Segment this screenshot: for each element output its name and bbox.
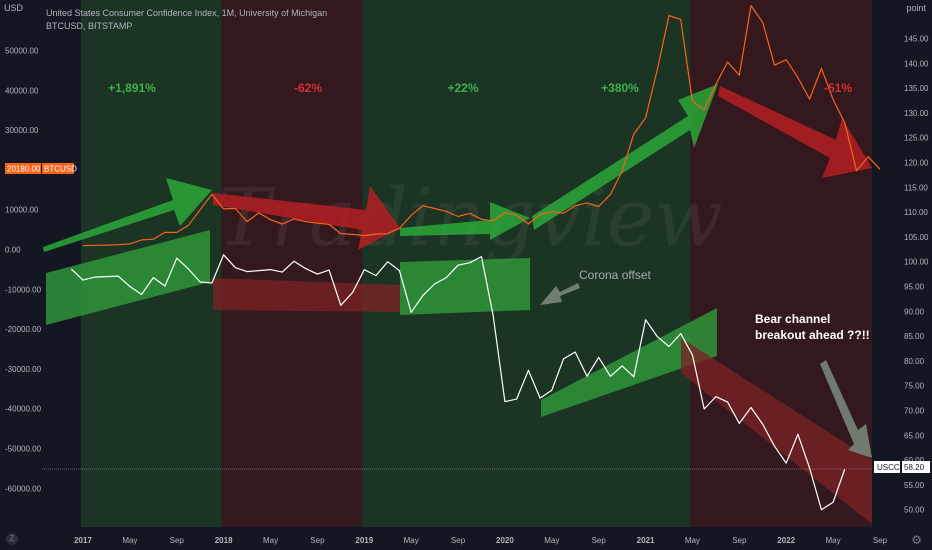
right-tick-label: 85.00 [904, 332, 925, 341]
btc-price-tag-box [5, 163, 41, 174]
right-tick-label: 125.00 [904, 134, 929, 143]
x-tick-label: 2021 [637, 536, 655, 545]
series-btcusd [82, 4, 881, 247]
uscci-price-tag: 58.20 [904, 463, 925, 472]
right-tick-label: 70.00 [904, 407, 925, 416]
right-tick-label: 60.00 [904, 456, 925, 465]
btc-symbol-tag: BTCUSD [44, 165, 77, 174]
x-tick-label: Sep [170, 536, 185, 545]
x-axis-bar [0, 527, 932, 550]
x-axis: 2017 May Sep 2018 May Sep 2019 May Sep 2020 May Sep… [0, 527, 932, 550]
x-tick-label: 2019 [355, 536, 373, 545]
tradingview-logo-icon[interactable]: Z [6, 533, 18, 545]
gear-icon[interactable]: ⚙ [911, 533, 922, 547]
right-tick-label: 135.00 [904, 84, 929, 93]
x-tick-label: Sep [451, 536, 466, 545]
left-tick-label: -20000.00 [5, 325, 42, 334]
left-tick-label: 40000.00 [5, 86, 39, 95]
right-tick-label: 65.00 [904, 431, 925, 440]
uscci-price-tag-box [902, 461, 930, 473]
right-tick-label: 140.00 [904, 59, 929, 68]
left-tick-label: 30000.00 [5, 126, 39, 135]
right-tick-label: 90.00 [904, 307, 925, 316]
left-tick-label: 0.00 [5, 246, 21, 255]
x-tick-label: 2018 [215, 536, 233, 545]
pct-label-2: -62% [294, 81, 322, 95]
right-tick-label: 130.00 [904, 109, 929, 118]
uscci-symbol-tag-box [874, 461, 900, 473]
left-tick-label: -30000.00 [5, 365, 42, 374]
left-tick-label: -40000.00 [5, 405, 42, 414]
left-tick-label: -60000.00 [5, 484, 42, 493]
arrow-bear [820, 360, 872, 458]
x-tick-label: Sep [310, 536, 325, 545]
right-tick-label: 55.00 [904, 481, 925, 490]
right-tick-label: 145.00 [904, 35, 929, 44]
left-axis: 50000.0040000.0030000.0020000.0010000.00… [5, 47, 42, 494]
arrow-right-1 [400, 202, 530, 240]
right-tick-label: 105.00 [904, 233, 929, 242]
chart-title: United States Consumer Confidence Index,… [46, 8, 328, 18]
right-tick-label: 75.00 [904, 382, 925, 391]
left-tick-label: -10000.00 [5, 285, 42, 294]
left-tick-label: -50000.00 [5, 445, 42, 454]
x-tick-label: 2017 [74, 536, 92, 545]
arrow-up-2 [532, 84, 718, 230]
channel-red-2 [681, 338, 872, 524]
pct-label-1: +1,891% [108, 81, 156, 95]
x-tick-label: Sep [592, 536, 607, 545]
bear-label-1: Bear channel [755, 312, 830, 326]
chart-subtitle: BTCUSD, BITSTAMP [46, 21, 133, 31]
arrow-down-1 [213, 186, 400, 250]
bear-label-2: breakout ahead ??!! [755, 328, 870, 342]
right-axis-unit: point [906, 3, 926, 13]
channel-green-3 [541, 308, 717, 417]
price-tags: 20180.00 BTCUSD USCCI 58.20 [5, 163, 930, 473]
right-tick-label: 100.00 [904, 258, 929, 267]
annotations: +1,891% -62% +22% +380% -51% Corona offs… [108, 81, 870, 342]
x-tick-label: May [544, 536, 559, 545]
x-tick-label: May [404, 536, 419, 545]
channels [46, 230, 872, 524]
left-tick-label: 50000.00 [5, 47, 39, 56]
right-tick-label: 110.00 [904, 208, 928, 217]
arrow-up-1 [43, 178, 212, 252]
x-tick-label: Sep [732, 536, 747, 545]
channel-green-1 [46, 230, 210, 325]
series-lines [42, 4, 881, 511]
uscci-symbol-tag: USCCI [877, 463, 902, 472]
left-axis-unit: USD [4, 3, 24, 13]
left-tick-label: 10000.00 [5, 206, 39, 215]
x-tick-label: Sep [873, 536, 888, 545]
x-tick-label: May [826, 536, 841, 545]
x-tick-label: 2020 [496, 536, 514, 545]
x-tick-label: May [122, 536, 137, 545]
x-tick-label: 2022 [777, 536, 795, 545]
corona-label: Corona offset [579, 268, 651, 282]
arrow-corona [540, 283, 580, 305]
x-tick-label: May [685, 536, 700, 545]
btc-price-tag: 20180.00 [7, 165, 41, 174]
right-tick-label: 95.00 [904, 283, 925, 292]
right-tick-label: 115.00 [904, 183, 928, 192]
right-tick-label: 80.00 [904, 357, 925, 366]
trend-arrows [43, 84, 872, 458]
arrow-down-2 [718, 86, 872, 178]
series-uscci [70, 254, 846, 511]
btc-symbol-tag-box [42, 163, 74, 174]
right-tick-label: 120.00 [904, 159, 929, 168]
x-tick-label: May [263, 536, 278, 545]
right-tick-label: 50.00 [904, 506, 925, 515]
pct-label-5: -51% [824, 81, 852, 95]
right-axis: 145.00 140.00 135.00 130.00 125.00 120.00 115.… [904, 35, 929, 515]
pct-label-4: +380% [601, 81, 639, 95]
pct-label-3: +22% [447, 81, 478, 95]
channel-green-2 [400, 258, 530, 315]
channel-red-1 [213, 278, 400, 312]
